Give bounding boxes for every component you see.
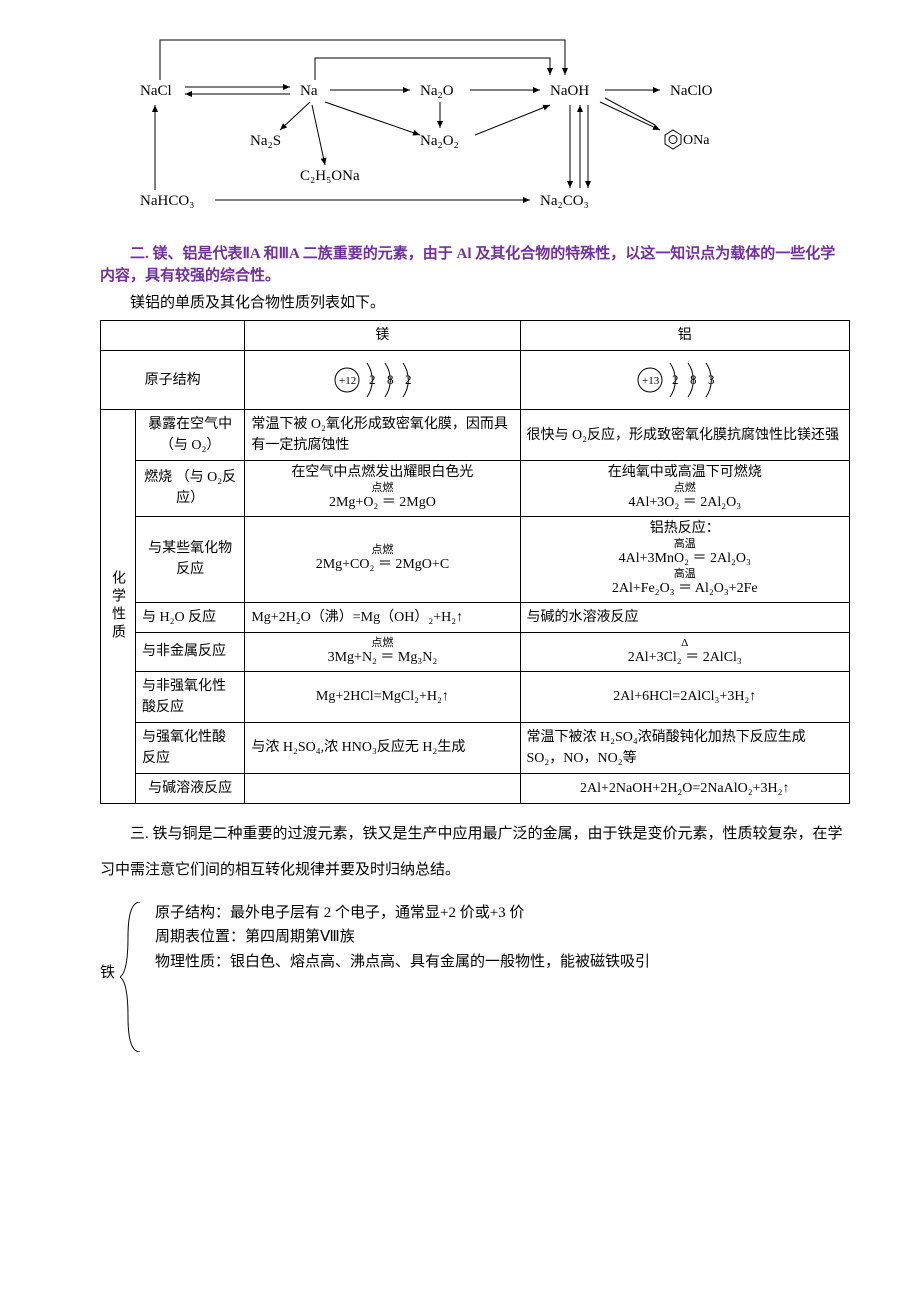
svg-text:+12: +12	[339, 375, 356, 387]
col-header-al: 铝	[520, 321, 849, 351]
row-label: 与碱溶液反应	[136, 773, 245, 803]
diagram-svg: NaCl Na Na₂O NaOH NaClO Na₂S Na₂O₂ C₂H₅O…	[130, 30, 750, 220]
cell-al: 很快与 O₂反应，形成致密氧化膜抗腐蚀性比镁还强	[520, 410, 849, 461]
cell-al: 与碱的水溶液反应	[520, 602, 849, 632]
section2-intro: 镁铝的单质及其化合物性质列表如下。	[100, 292, 850, 315]
cell-mg: 点燃3Mg+N₂ ＝ Mg₃N₂	[245, 632, 520, 671]
iron-line: 原子结构：最外电子层有 2 个电子，通常显+2 价或+3 价	[155, 902, 850, 925]
row-atom-label: 原子结构	[101, 351, 245, 410]
cell-mg: 与浓 H₂SO₄,浓 HNO₃反应无 H₂生成	[245, 722, 520, 773]
row-label: 与某些氧化物反应	[136, 516, 245, 602]
cell-mg: 在空气中点燃发出耀眼白色光点燃2Mg+O₂ ＝ 2MgO	[245, 461, 520, 517]
svg-text:Na₂CO₃: Na₂CO₃	[540, 193, 589, 209]
cell-mg: 点燃2Mg+CO₂ ＝ 2MgO+C	[245, 516, 520, 602]
col-header-mg: 镁	[245, 321, 520, 351]
svg-text:C₂H₅ONa: C₂H₅ONa	[300, 168, 360, 184]
cell-mg: 常温下被 O₂氧化形成致密氧化膜，因而具有一定抗腐蚀性	[245, 410, 520, 461]
row-label: 与非强氧化性酸反应	[136, 671, 245, 722]
svg-text:8: 8	[387, 372, 394, 387]
svg-text:2: 2	[672, 372, 679, 387]
cell-al: 2Al+6HCl=2AlCl₃+3H₂↑	[520, 671, 849, 722]
svg-text:NaCl: NaCl	[140, 83, 172, 99]
row-label: 与非金属反应	[136, 632, 245, 671]
atom-mg: +12 2 8 2	[245, 351, 520, 410]
svg-text:NaClO: NaClO	[670, 83, 713, 99]
svg-text:8: 8	[690, 372, 697, 387]
section2-heading: 二. 镁、铝是代表ⅡA 和ⅢA 二族重要的元素，由于 Al 及其化合物的特殊性，…	[100, 243, 850, 288]
sodium-reaction-diagram: NaCl Na Na₂O NaOH NaClO Na₂S Na₂O₂ C₂H₅O…	[130, 30, 850, 228]
row-label: 燃烧 （与 O₂反应）	[136, 461, 245, 517]
svg-text:NaOH: NaOH	[550, 83, 589, 99]
svg-text:Na₂O₂: Na₂O₂	[420, 133, 459, 149]
atom-al: +13 2 8 3	[520, 351, 849, 410]
svg-text:Na: Na	[300, 83, 318, 99]
iron-label: 铁	[100, 962, 115, 985]
group-chem-props: 化学性质	[101, 410, 136, 804]
svg-text:NaHCO₃: NaHCO₃	[140, 193, 194, 209]
iron-line: 周期表位置：第四周期第Ⅷ族	[155, 926, 850, 949]
svg-text:Na₂O: Na₂O	[420, 83, 454, 99]
iron-summary-block: 铁 原子结构：最外电子层有 2 个电子，通常显+2 价或+3 价 周期表位置：第…	[100, 902, 850, 1052]
cell-mg	[245, 773, 520, 803]
svg-text:2: 2	[405, 372, 412, 387]
section3-paragraph: 三. 铁与铜是二种重要的过渡元素，铁又是生产中应用最广泛的金属，由于铁是变价元素…	[100, 816, 850, 888]
row-label: 暴露在空气中（与 O₂）	[136, 410, 245, 461]
cell-al: Δ2Al+3Cl₂ ＝ 2AlCl₃	[520, 632, 849, 671]
svg-text:+13: +13	[642, 375, 660, 387]
svg-text:3: 3	[708, 372, 715, 387]
mg-al-properties-table: 镁 铝 原子结构 +12 2 8 2 +13 2	[100, 320, 850, 804]
cell-al: 2Al+2NaOH+2H₂O=2NaAlO₂+3H₂↑	[520, 773, 849, 803]
cell-al: 铝热反应：高温4Al+3MnO₂ ＝ 2Al₂O₃高温2Al+Fe₂O₃ ＝ A…	[520, 516, 849, 602]
iron-line: 物理性质：银白色、熔点高、沸点高、具有金属的一般物性，能被磁铁吸引	[155, 951, 850, 974]
cell-al: 在纯氧中或高温下可燃烧点燃4Al+3O₂ ＝ 2Al₂O₃	[520, 461, 849, 517]
brace-icon	[120, 902, 150, 1052]
row-label: 与强氧化性酸反应	[136, 722, 245, 773]
cell-mg: Mg+2HCl=MgCl₂+H₂↑	[245, 671, 520, 722]
row-label: 与 H₂O 反应	[136, 602, 245, 632]
svg-text:ONa: ONa	[683, 133, 710, 148]
cell-al: 常温下被浓 H₂SO₄浓硝酸钝化加热下反应生成 SO₂，NO，NO₂等	[520, 722, 849, 773]
svg-text:Na₂S: Na₂S	[250, 133, 281, 149]
cell-mg: Mg+2H₂O（沸）=Mg（OH）₂+H₂↑	[245, 602, 520, 632]
svg-text:2: 2	[369, 372, 376, 387]
